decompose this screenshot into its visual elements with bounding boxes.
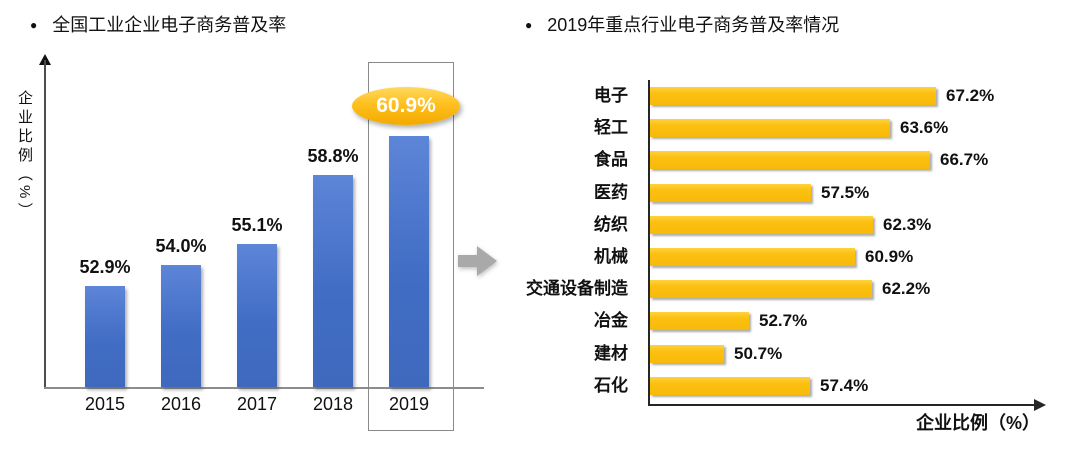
category-label: 交通设备制造: [526, 279, 628, 298]
bar-value-label: 57.5%: [821, 183, 870, 202]
x-axis-arrowhead-icon: [1034, 399, 1046, 411]
bar-value-label: 55.1%: [231, 215, 283, 235]
x-tick-label: 2016: [160, 394, 202, 414]
left-chart-plot-area: 52.9% 54.0% 55.1% 58.8%: [45, 70, 483, 387]
bar-医药: [650, 184, 811, 202]
bar-电子: [650, 87, 936, 105]
left-chart-title: ● 全国工业企业电子商务普及率: [30, 11, 286, 37]
bar-value-label: 54.0%: [155, 236, 207, 256]
right-chart-title: ● 2019年重点行业电子商务普及率情况: [525, 11, 839, 37]
bar-建材: [650, 345, 724, 363]
right-chart-title-text: 2019年重点行业电子商务普及率情况: [547, 15, 840, 35]
bar-石化: [650, 377, 810, 395]
bar-2019: [389, 136, 429, 387]
category-label: 食品: [594, 150, 628, 169]
left-y-axis-label: 企业比例（%）: [16, 90, 33, 222]
bar-value-label: 52.7%: [759, 311, 808, 330]
left-x-axis-line: [44, 387, 484, 389]
right-y-axis-line: [648, 80, 650, 406]
bar-value-label: 57.4%: [820, 376, 869, 395]
bar-2018: [313, 175, 353, 387]
bar-value-label: 58.8%: [307, 146, 359, 166]
bar-冶金: [650, 312, 749, 330]
category-label: 纺织: [594, 215, 628, 234]
category-label: 轻工: [594, 118, 628, 137]
bullet-icon: ●: [525, 18, 533, 32]
bar-value-label: 63.6%: [900, 118, 949, 137]
left-x-axis-tick-labels: 2015 2016 2017 2018 2019: [45, 394, 483, 420]
right-x-axis-label: 企业比例（%）: [915, 413, 1040, 433]
highlight-outline-box-2019: [368, 62, 454, 431]
left-chart-title-text: 全国工业企业电子商务普及率: [52, 15, 287, 35]
bar-轻工: [650, 119, 890, 137]
x-tick-label: 2018: [312, 394, 354, 414]
bar-纺织: [650, 216, 873, 234]
bar-value-label: 66.7%: [940, 150, 989, 169]
category-label: 建材: [594, 344, 628, 363]
category-label: 石化: [594, 376, 628, 395]
x-tick-label: 2019: [388, 394, 430, 414]
x-tick-label: 2015: [84, 394, 126, 414]
bullet-icon: ●: [30, 18, 38, 32]
y-axis-arrowhead-icon: [39, 54, 51, 65]
bar-value-label: 50.7%: [734, 344, 783, 363]
bar-value-label: 60.9%: [865, 247, 914, 266]
bar-value-label: 62.3%: [883, 215, 932, 234]
right-category-labels: 电子轻工食品医药纺织机械交通设备制造冶金建材石化: [498, 80, 628, 406]
right-x-axis-line: [648, 404, 1036, 406]
highlight-value-label: 60.9%: [376, 94, 436, 117]
bar-2016: [161, 265, 201, 387]
bar-value-label: 52.9%: [79, 257, 131, 277]
category-label: 机械: [594, 247, 628, 266]
bar-value-label: 67.2%: [946, 86, 995, 105]
category-label: 医药: [594, 183, 628, 202]
category-label: 冶金: [594, 311, 628, 330]
right-chart-plot-area: 67.2% 63.6% 66.7% 57.5% 62.3% 60.9% 62.2% 52.7%…: [650, 80, 1050, 406]
x-tick-label: 2017: [236, 394, 278, 414]
category-label: 电子: [594, 86, 628, 105]
left-y-axis-line: [44, 60, 46, 388]
bar-机械: [650, 248, 855, 266]
bar-2015: [85, 286, 125, 387]
bar-value-label: 62.2%: [882, 279, 931, 298]
bar-2017: [237, 244, 277, 387]
flow-right-arrow-icon: [458, 246, 497, 276]
bar-交通设备制造: [650, 280, 872, 298]
highlight-ellipse-badge: 60.9%: [352, 87, 460, 125]
bar-食品: [650, 151, 930, 169]
